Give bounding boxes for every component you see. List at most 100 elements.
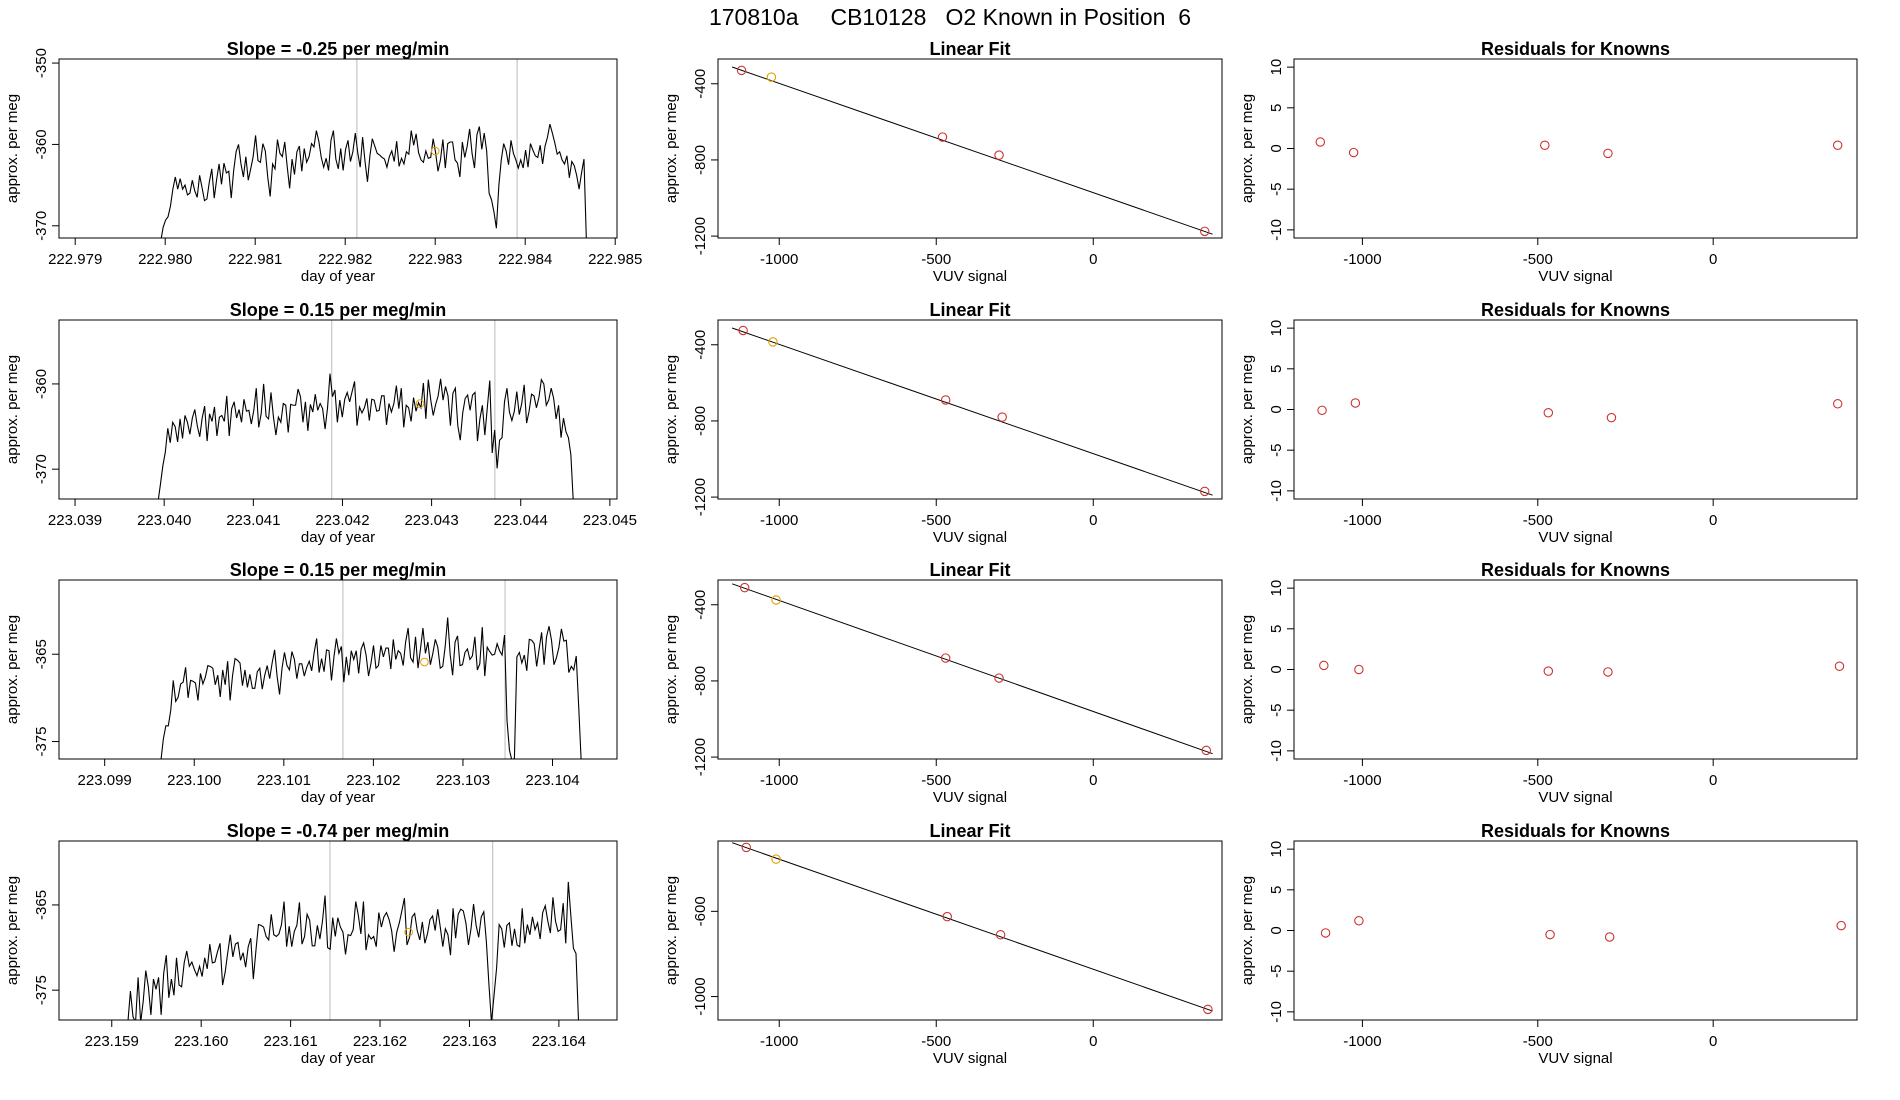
data-point bbox=[1543, 666, 1554, 676]
panel-title: Linear Fit bbox=[929, 560, 1010, 580]
plot-area bbox=[731, 325, 1213, 497]
plot-frame bbox=[58, 840, 618, 1021]
plot-frame bbox=[1293, 58, 1858, 239]
y-axis-label: approx. per meg bbox=[4, 94, 21, 203]
y-axis-label: approx. per meg bbox=[1239, 94, 1256, 203]
y-tick-label: -370 bbox=[33, 454, 50, 484]
data-trace-line bbox=[127, 881, 580, 1020]
panel-title: Residuals for Knowns bbox=[1481, 560, 1670, 580]
y-tick-label: -800 bbox=[692, 406, 709, 436]
data-point bbox=[940, 395, 951, 405]
y-tick-label: 0 bbox=[1268, 926, 1285, 934]
x-tick-label: -500 bbox=[921, 1033, 951, 1050]
x-axis-label: VUV signal bbox=[933, 789, 1007, 806]
y-tick-label: -5 bbox=[1268, 444, 1285, 457]
panel-row3-fit: Linear Fit -1000 -500 0 -1200 -800 -400 VUV sig… bbox=[663, 560, 1223, 806]
data-point bbox=[1832, 140, 1843, 150]
plot-frame bbox=[1293, 579, 1858, 760]
plot-area bbox=[160, 59, 587, 238]
x-tick-label: -1000 bbox=[760, 1033, 798, 1050]
x-tick-label: 223.102 bbox=[346, 772, 400, 789]
data-point bbox=[1199, 226, 1210, 237]
y-tick-label: 10 bbox=[1268, 320, 1285, 337]
x-tick-label: 222.983 bbox=[408, 251, 462, 268]
x-tick-label: 223.161 bbox=[263, 1033, 317, 1050]
y-tick-label: -600 bbox=[692, 896, 709, 926]
plot-frame bbox=[58, 58, 618, 239]
plot-frame bbox=[717, 840, 1223, 1021]
y-tick-label: -1200 bbox=[692, 478, 709, 516]
x-tick-label: -500 bbox=[1523, 1033, 1553, 1050]
y-tick-label: -800 bbox=[692, 666, 709, 696]
y-axis-label: approx. per meg bbox=[663, 615, 680, 724]
plot-frame bbox=[717, 58, 1223, 239]
plot-area bbox=[1315, 137, 1843, 159]
y-tick-label: -800 bbox=[692, 145, 709, 175]
data-point bbox=[1317, 405, 1327, 416]
data-trace-line bbox=[160, 123, 587, 238]
x-tick-label: 223.164 bbox=[532, 1033, 586, 1050]
x-tick-label: 223.040 bbox=[137, 512, 191, 529]
plot-frame bbox=[717, 319, 1223, 500]
y-tick-label: -10 bbox=[1268, 740, 1285, 762]
plot-area bbox=[157, 320, 574, 499]
panel-title: Linear Fit bbox=[929, 39, 1010, 59]
plot-area bbox=[1320, 915, 1846, 942]
x-tick-label: 0 bbox=[1709, 251, 1717, 268]
x-tick-label: -1000 bbox=[760, 251, 798, 268]
data-point bbox=[771, 595, 781, 605]
y-tick-label: -365 bbox=[33, 639, 50, 669]
data-trace-line bbox=[160, 617, 582, 759]
y-tick-label: -360 bbox=[33, 369, 50, 399]
x-tick-label: 0 bbox=[1709, 1033, 1717, 1050]
y-axis-label: approx. per meg bbox=[663, 355, 680, 464]
data-point bbox=[995, 930, 1006, 940]
y-tick-label: -10 bbox=[1268, 219, 1285, 241]
panel-title: Residuals for Knowns bbox=[1481, 300, 1670, 320]
highlight-point bbox=[430, 146, 440, 156]
panel-row4-resid: Residuals for Knowns -1000 -500 0 -10 -5 0 5 10 V… bbox=[1239, 821, 1858, 1067]
panel-title: Residuals for Knowns bbox=[1481, 39, 1670, 59]
x-tick-label: 223.103 bbox=[436, 772, 490, 789]
x-tick-label: 223.099 bbox=[78, 772, 132, 789]
data-point bbox=[1203, 1004, 1213, 1015]
panel-row1-fit: Linear Fit -1000 -500 0 -1200 -800 -400 VUV sig… bbox=[663, 39, 1223, 285]
plot-frame bbox=[58, 319, 618, 500]
x-tick-label: 223.041 bbox=[226, 512, 280, 529]
data-point bbox=[1834, 661, 1845, 671]
data-point bbox=[1540, 140, 1550, 150]
plot-area bbox=[731, 582, 1213, 756]
data-trace-line bbox=[157, 373, 574, 499]
y-tick-label: -375 bbox=[33, 975, 50, 1005]
data-point bbox=[771, 854, 781, 864]
plot-frame bbox=[1293, 319, 1858, 500]
x-tick-label: -500 bbox=[921, 772, 951, 789]
x-axis-label: day of year bbox=[301, 789, 375, 806]
plot-frame bbox=[58, 579, 618, 760]
x-tick-label: 223.101 bbox=[257, 772, 311, 789]
data-point bbox=[741, 842, 752, 853]
x-tick-label: 223.100 bbox=[167, 772, 221, 789]
plot-frame bbox=[1293, 840, 1858, 1021]
panel-row2-trace: Slope = 0.15 per meg/min 223.039 223.040 22… bbox=[4, 300, 637, 546]
data-point bbox=[1604, 932, 1615, 942]
plot-area bbox=[1317, 398, 1843, 423]
data-point bbox=[1354, 915, 1364, 926]
x-tick-label: 222.980 bbox=[138, 251, 192, 268]
y-tick-label: -5 bbox=[1268, 965, 1285, 978]
y-tick-label: -375 bbox=[33, 727, 50, 757]
panel-row2-resid: Residuals for Knowns -1000 -500 0 -10 -5 0 5 10 V… bbox=[1239, 300, 1858, 546]
x-axis-label: day of year bbox=[301, 529, 375, 546]
data-point bbox=[942, 911, 952, 922]
data-point bbox=[1199, 486, 1210, 497]
x-tick-label: 223.045 bbox=[583, 512, 637, 529]
y-tick-label: -400 bbox=[692, 69, 709, 99]
data-point bbox=[940, 653, 951, 663]
y-tick-label: 0 bbox=[1268, 405, 1285, 413]
x-tick-label: -1000 bbox=[1343, 1033, 1381, 1050]
x-tick-label: 223.039 bbox=[48, 512, 102, 529]
data-point bbox=[1315, 137, 1326, 147]
y-tick-label: -1000 bbox=[692, 977, 709, 1015]
data-point bbox=[994, 150, 1004, 160]
y-axis-label: approx. per meg bbox=[1239, 355, 1256, 464]
